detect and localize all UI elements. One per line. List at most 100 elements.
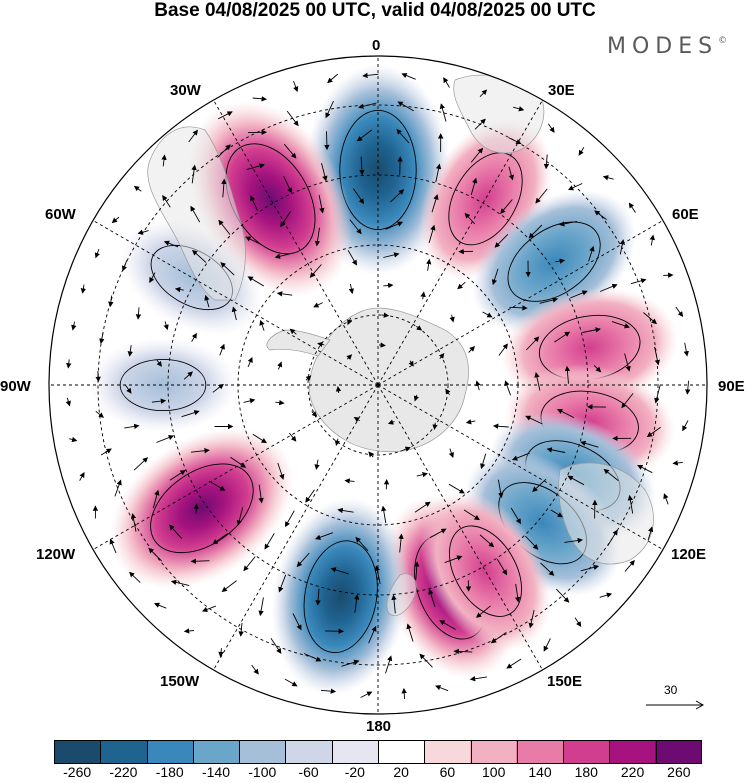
colorbar-tick-label: -20 (344, 764, 365, 780)
wind-vector (156, 359, 162, 367)
wind-vector (464, 212, 476, 225)
wind-vector (293, 80, 299, 93)
wind-vector (284, 510, 295, 528)
wind-vector (419, 653, 433, 668)
wind-vector (221, 580, 237, 593)
wind-vector (311, 411, 318, 417)
wind-vector (327, 73, 338, 84)
wind-vector (355, 536, 369, 552)
colorbar-tick-label: -60 (298, 764, 319, 780)
wind-vector (188, 129, 198, 143)
wind-vector (121, 260, 128, 272)
lon-label-90e: 90E (718, 378, 745, 395)
brand-mark: © (718, 36, 728, 46)
wind-vector (318, 194, 325, 214)
wind-vector (416, 325, 423, 331)
wind-vector (675, 306, 684, 318)
wind-vector (607, 529, 618, 546)
wind-vector (344, 478, 355, 484)
meridian (92, 220, 379, 386)
wind-vector (403, 446, 411, 452)
colorbar-tick-label: 140 (528, 764, 552, 780)
wind-vector (445, 388, 451, 396)
wind-vector (133, 185, 142, 192)
wind-vector (309, 264, 322, 278)
wind-vector (429, 528, 447, 539)
wind-vector (398, 533, 404, 553)
wind-vector (534, 372, 541, 391)
wind-vector (314, 227, 321, 247)
wind-vector (624, 353, 631, 372)
wind-vector (95, 410, 105, 418)
wind-vector (313, 302, 323, 308)
wind-vector (303, 653, 322, 662)
wind-vector (243, 556, 256, 572)
meridian (213, 99, 379, 386)
wind-vector (649, 234, 655, 246)
wind-vector (504, 380, 512, 396)
wind-vector (374, 565, 381, 584)
wind-vector (513, 106, 525, 112)
colorbar-swatch (193, 741, 240, 763)
wind-vector (231, 306, 237, 321)
wind-vector (439, 620, 456, 630)
wind-vector (469, 676, 487, 682)
streamline-loop (339, 109, 417, 231)
wind-vector (170, 579, 190, 587)
wind-vector (129, 571, 141, 583)
wind-vector (153, 602, 167, 609)
wind-vector (443, 77, 450, 88)
wind-vector (69, 436, 78, 443)
wind-vector (230, 456, 247, 468)
wind-vector (463, 509, 480, 521)
wind-vector (448, 448, 454, 459)
meridian (377, 384, 664, 550)
wind-vector (567, 475, 585, 486)
wind-vector (353, 594, 360, 613)
wind-vector (356, 129, 373, 142)
wind-vector (396, 128, 410, 144)
wind-vector (252, 433, 267, 444)
wind-vector (438, 352, 445, 359)
colorbar-swatch (377, 741, 425, 763)
lon-label-90w: 90W (0, 378, 31, 395)
wind-vector (413, 394, 419, 402)
lon-label-30e: 30E (548, 82, 575, 99)
wind-vector (347, 317, 353, 326)
wind-vector (416, 472, 428, 478)
colorbar-tick-mark (239, 740, 241, 764)
wind-vector (368, 451, 374, 458)
wind-vector (564, 537, 583, 544)
graticule (49, 56, 707, 714)
wind-vector (288, 432, 297, 442)
colorbar-tick-label: 60 (439, 764, 456, 780)
wind-vector (161, 154, 167, 167)
wind-vector (220, 262, 235, 276)
wind-vector (428, 224, 436, 244)
wind-vector (624, 560, 635, 572)
wind-vectors (65, 72, 691, 700)
wind-vector (602, 175, 614, 181)
meridian (377, 220, 664, 386)
wind-vector (108, 295, 114, 308)
wind-vector (550, 509, 564, 518)
colorbar-tick-mark (192, 740, 194, 764)
meridian (213, 384, 379, 671)
wind-vector (71, 321, 77, 331)
wind-vector (578, 147, 585, 156)
wind-vector (190, 558, 210, 564)
wind-vector (65, 397, 71, 407)
wind-vector (599, 592, 613, 598)
wind-vector (383, 252, 400, 258)
wind-vector (554, 331, 571, 343)
wind-vector (341, 659, 360, 667)
wind-vector (539, 297, 559, 304)
wind-vector (218, 219, 231, 235)
wind-vector (276, 291, 293, 297)
wind-vector (358, 102, 377, 109)
wind-vector (174, 286, 184, 293)
wind-vector (236, 507, 244, 526)
colorbar-tick-mark (378, 740, 379, 764)
colorbar-swatch (608, 741, 655, 763)
wind-vector (508, 166, 514, 181)
